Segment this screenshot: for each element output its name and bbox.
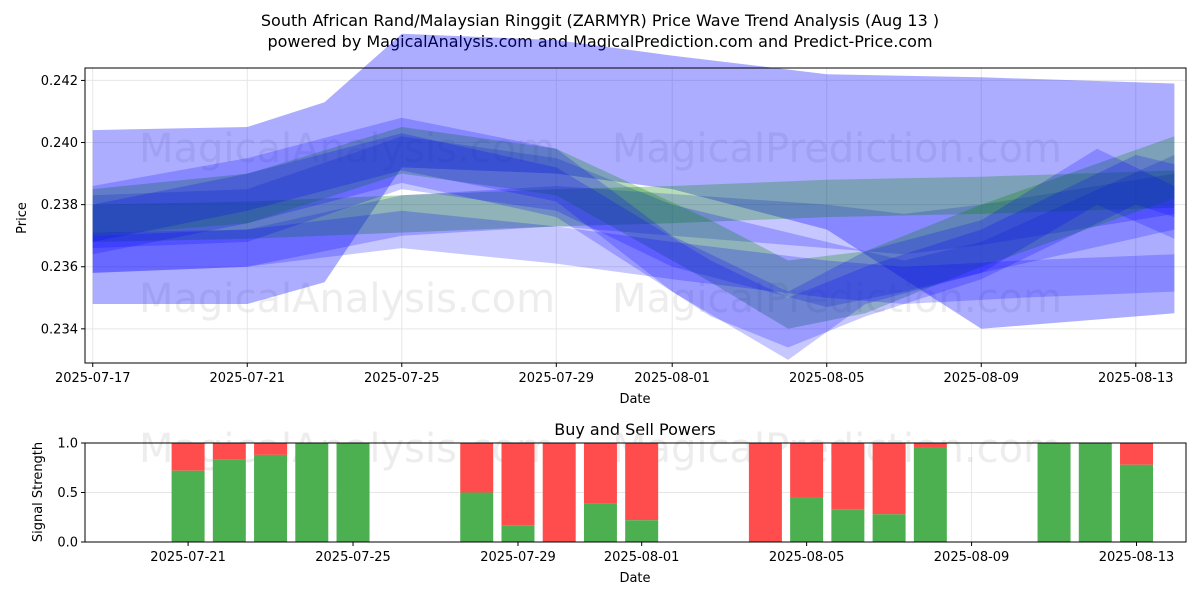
sell-bar-1	[212, 443, 246, 460]
chart-title-line2: powered by MagicalAnalysis.com and Magic…	[267, 32, 932, 51]
signal-xtick-label-2: 2025-07-29	[480, 550, 556, 565]
wave-band-7	[92, 210, 1175, 304]
wave-band-4	[92, 127, 1175, 329]
buy-bar-0	[171, 470, 205, 542]
price-xtick-label-5: 2025-08-05	[789, 371, 865, 386]
wave-band-1	[92, 173, 1175, 273]
sell-bar-0	[171, 443, 205, 471]
signal-y-axis-label: Signal Strength	[31, 442, 46, 542]
buy-bar-13	[872, 514, 906, 542]
buy-bar-6	[501, 525, 535, 542]
buy-bar-14	[913, 447, 947, 542]
price-y-ticks: 0.234 0.236 0.238 0.240 0.242	[41, 74, 85, 337]
buy-bar-16	[1078, 443, 1112, 542]
signal-x-ticks: 2025-07-21 2025-07-25 2025-07-29 2025-08-01…	[150, 542, 1174, 565]
buy-bar-3	[295, 443, 329, 542]
price-ytick-label-3: 0.240	[41, 136, 78, 151]
buy-bar-4	[336, 443, 370, 542]
price-grid	[85, 68, 1186, 363]
buy-bar-11	[790, 497, 824, 542]
wave-band-3	[92, 136, 1175, 308]
signal-ytick-label-0: 0.0	[57, 536, 78, 551]
wave-band-6	[92, 133, 1175, 348]
price-x-axis-label: Date	[619, 392, 650, 407]
signal-xtick-label-5: 2025-08-09	[934, 550, 1010, 565]
price-ytick-label-4: 0.242	[41, 74, 78, 89]
signal-bars	[171, 443, 1154, 542]
price-wave-bands	[92, 33, 1175, 360]
signal-xtick-label-4: 2025-08-05	[769, 550, 845, 565]
price-xtick-label-0: 2025-07-17	[55, 371, 131, 386]
price-ytick-label-0: 0.234	[41, 322, 78, 337]
price-xtick-label-2: 2025-07-25	[364, 371, 440, 386]
price-x-ticks: 2025-07-17 2025-07-21 2025-07-25 2025-07-29…	[55, 363, 1174, 386]
price-y-axis-label: Price	[15, 202, 30, 234]
sell-bar-9	[625, 443, 659, 521]
sell-bar-10	[748, 443, 782, 542]
sell-bar-2	[254, 443, 288, 455]
sell-bar-8	[583, 443, 617, 504]
sell-bar-12	[831, 443, 865, 510]
sell-bar-7	[542, 443, 576, 542]
sell-bar-13	[872, 443, 906, 515]
signal-ytick-label-2: 1.0	[57, 437, 78, 452]
watermark-analysis-mid: MagicalAnalysis.com	[139, 276, 555, 322]
signal-xtick-label-3: 2025-08-01	[604, 550, 680, 565]
price-ytick-label-2: 0.238	[41, 198, 78, 213]
buy-bar-17	[1120, 464, 1154, 542]
signal-xtick-label-0: 2025-07-21	[150, 550, 226, 565]
signal-chart-title: Buy and Sell Powers	[554, 420, 716, 439]
buy-bar-15	[1037, 443, 1071, 542]
price-xtick-label-4: 2025-08-01	[634, 371, 710, 386]
buy-bar-1	[212, 459, 246, 542]
price-xtick-label-7: 2025-08-13	[1098, 371, 1174, 386]
sell-bar-6	[501, 443, 535, 526]
buy-bar-12	[831, 509, 865, 542]
price-watermarks: MagicalAnalysis.com MagicalPrediction.co…	[139, 126, 1062, 322]
price-ytick-label-1: 0.236	[41, 260, 78, 275]
sell-bar-14	[913, 443, 947, 448]
wave-band-0	[92, 33, 1175, 329]
watermark-prediction-mid: MagicalPrediction.com	[612, 276, 1062, 322]
watermark-analysis-top: MagicalAnalysis.com	[139, 126, 555, 172]
buy-bar-8	[583, 503, 617, 542]
watermark-prediction-top: MagicalPrediction.com	[612, 126, 1062, 172]
sell-bar-17	[1120, 443, 1154, 465]
buy-bar-9	[625, 520, 659, 542]
sell-bar-11	[790, 443, 824, 498]
price-xtick-label-6: 2025-08-09	[943, 371, 1019, 386]
buy-bar-5	[460, 492, 494, 542]
signal-y-ticks: 0.0 0.5 1.0	[57, 437, 85, 551]
wave-band-2	[92, 170, 1175, 242]
price-xtick-label-3: 2025-07-29	[519, 371, 595, 386]
sell-bar-5	[460, 443, 494, 493]
signal-ytick-label-1: 0.5	[57, 486, 78, 501]
buy-bar-2	[254, 454, 288, 542]
signal-x-axis-label: Date	[619, 571, 650, 586]
signal-xtick-label-1: 2025-07-25	[315, 550, 391, 565]
wave-band-5	[92, 117, 1175, 360]
chart-title-line1: South African Rand/Malaysian Ringgit (ZA…	[261, 11, 939, 30]
price-xtick-label-1: 2025-07-21	[209, 371, 285, 386]
price-plot-frame	[84, 67, 1187, 364]
signal-xtick-label-6: 2025-08-13	[1099, 550, 1175, 565]
